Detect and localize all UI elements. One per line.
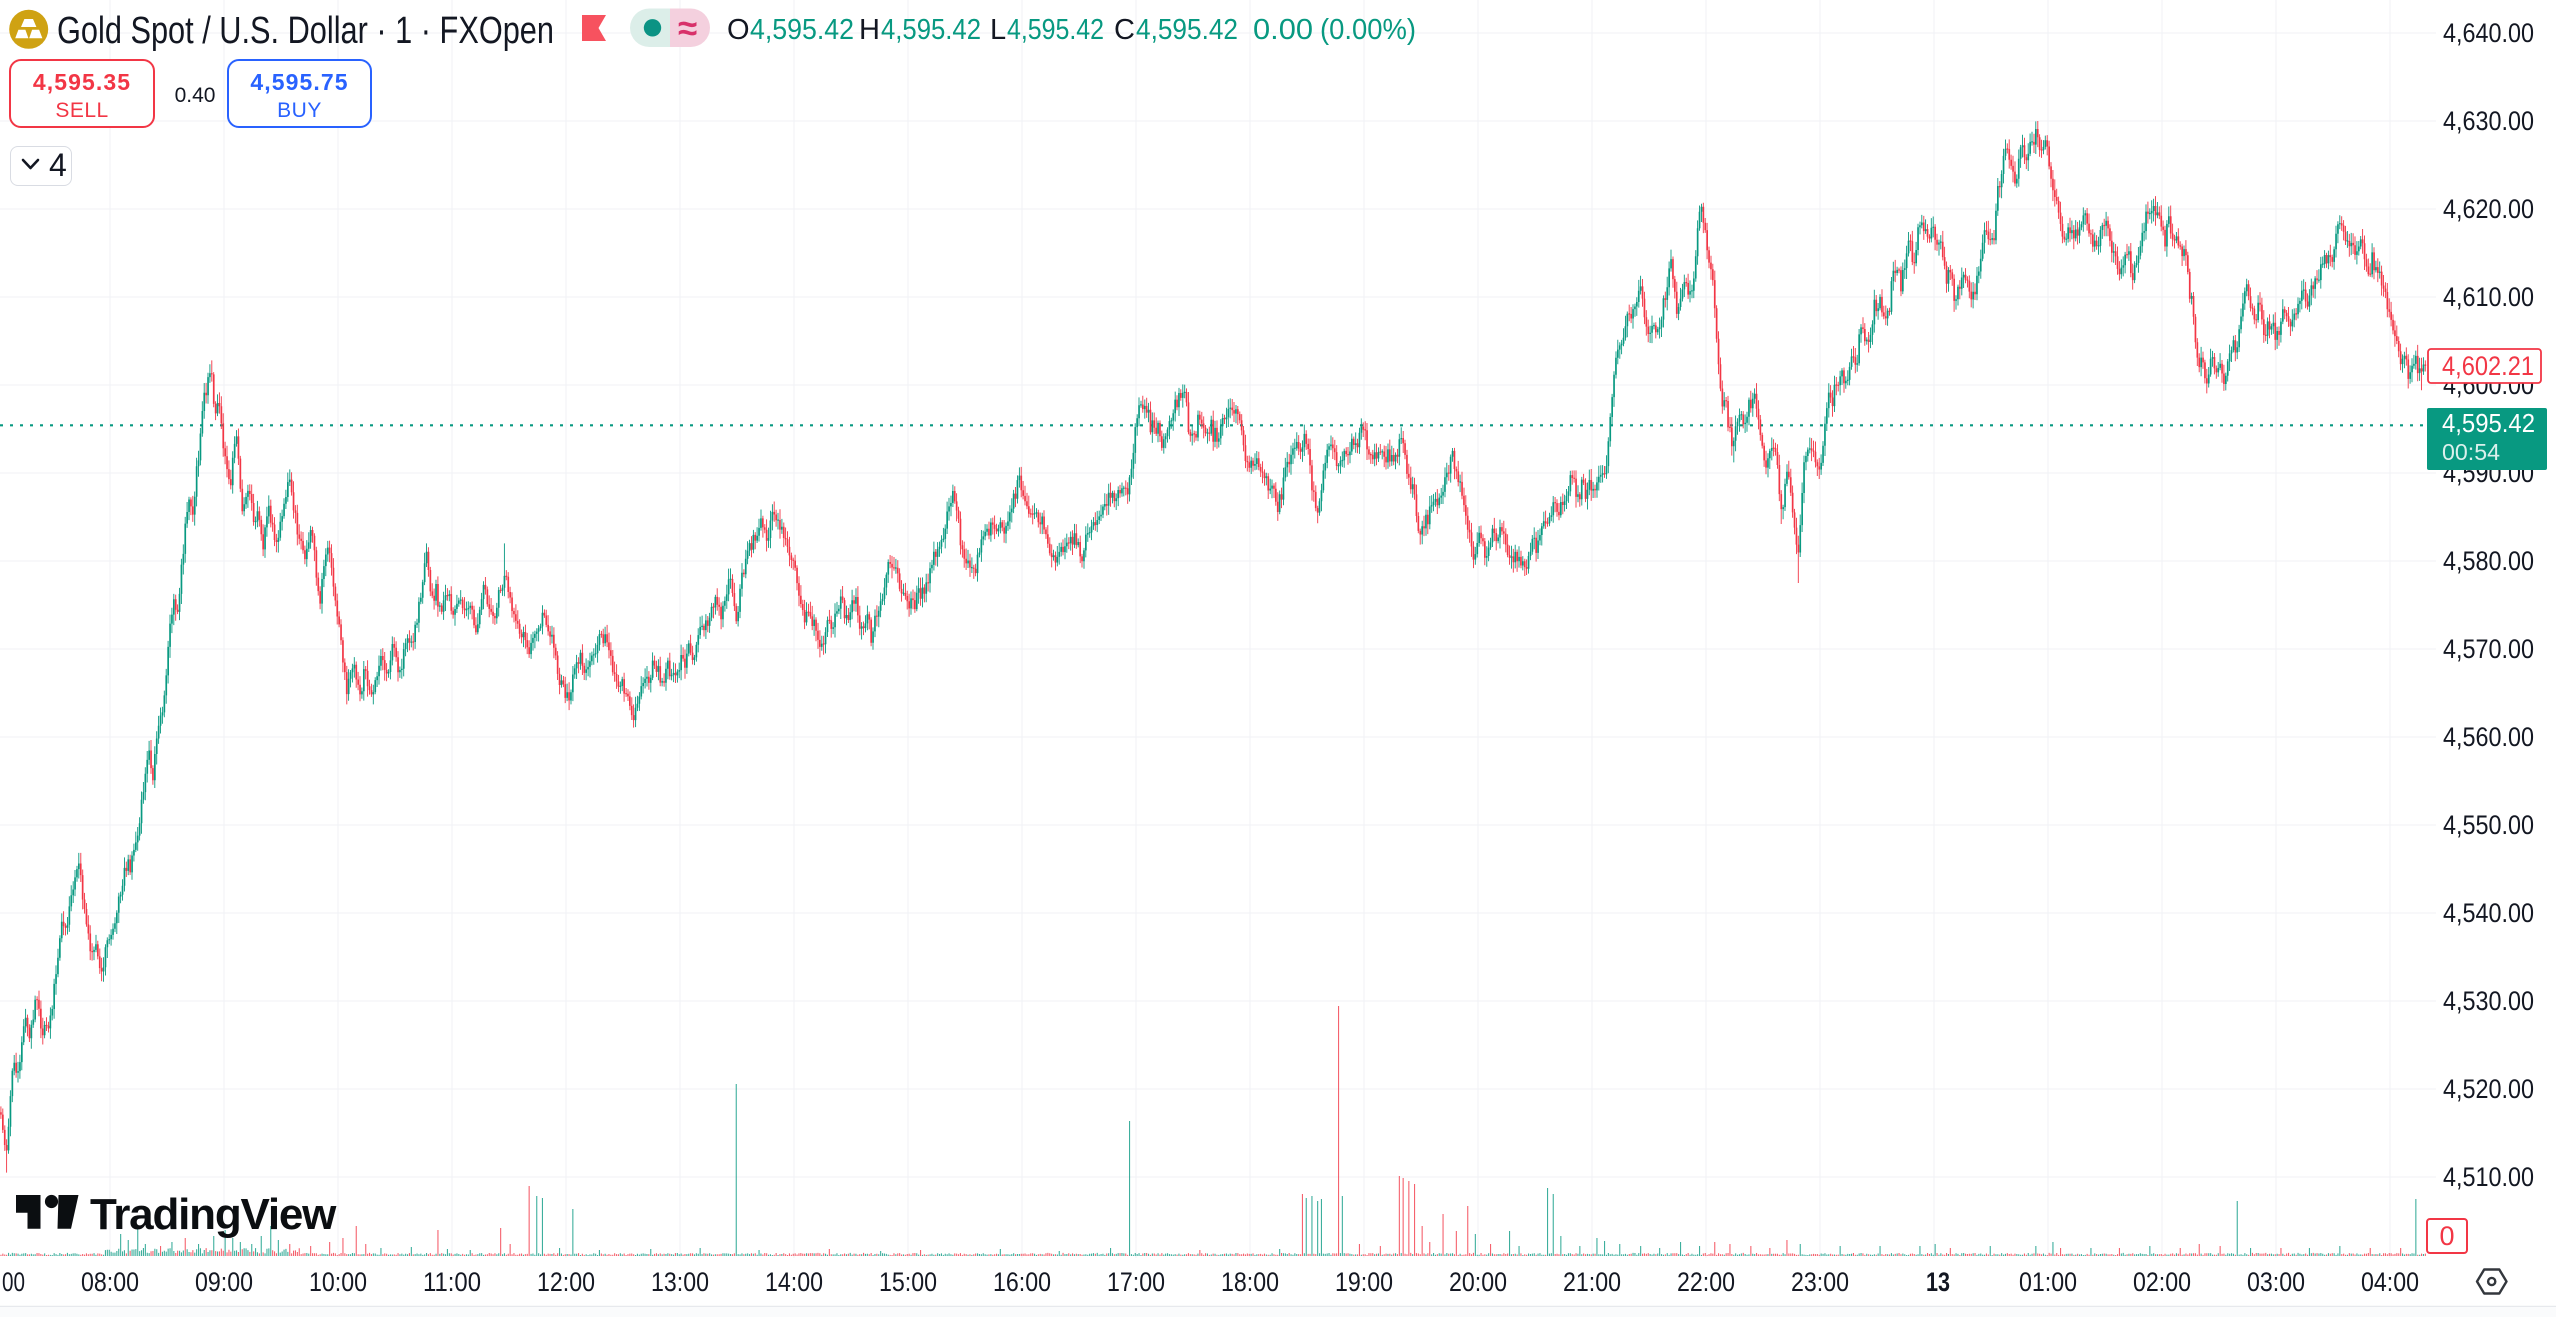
svg-text:17:00: 17:00 — [1107, 1267, 1165, 1297]
svg-text:4,595.42: 4,595.42 — [1136, 14, 1238, 46]
svg-text:03:00: 03:00 — [2247, 1267, 2305, 1297]
svg-text:11:00: 11:00 — [423, 1267, 481, 1297]
svg-text:C: C — [1114, 14, 1135, 46]
svg-text:4,640.00: 4,640.00 — [2443, 18, 2534, 48]
svg-text:02:00: 02:00 — [2133, 1267, 2191, 1297]
svg-text:09:00: 09:00 — [195, 1267, 253, 1297]
svg-text:13:00: 13:00 — [651, 1267, 709, 1297]
svg-text:18:00: 18:00 — [1221, 1267, 1279, 1297]
svg-text:12:00: 12:00 — [537, 1267, 595, 1297]
svg-text:4: 4 — [49, 147, 67, 183]
svg-text:01:00: 01:00 — [2019, 1267, 2077, 1297]
svg-text:4,610.00: 4,610.00 — [2443, 282, 2534, 312]
svg-text:4,520.00: 4,520.00 — [2443, 1074, 2534, 1104]
svg-text:4,550.00: 4,550.00 — [2443, 810, 2534, 840]
svg-text:0.00: 0.00 — [1253, 14, 1313, 46]
svg-text:4,630.00: 4,630.00 — [2443, 106, 2534, 136]
svg-text:21:00: 21:00 — [1563, 1267, 1621, 1297]
svg-text:4,580.00: 4,580.00 — [2443, 546, 2534, 576]
svg-text:4,530.00: 4,530.00 — [2443, 986, 2534, 1016]
svg-text:4,595.42: 4,595.42 — [881, 14, 981, 46]
svg-text:≈: ≈ — [678, 9, 697, 48]
svg-text:0: 0 — [2439, 1221, 2454, 1251]
svg-text:16:00: 16:00 — [993, 1267, 1051, 1297]
svg-text:19:00: 19:00 — [1335, 1267, 1393, 1297]
svg-text:O: O — [727, 14, 750, 46]
svg-text:4,595.42: 4,595.42 — [2442, 408, 2535, 438]
svg-text:14:00: 14:00 — [765, 1267, 823, 1297]
svg-text:4,560.00: 4,560.00 — [2443, 722, 2534, 752]
svg-text:4,595.42: 4,595.42 — [1007, 14, 1104, 46]
svg-text:H: H — [859, 14, 880, 46]
svg-text:04:00: 04:00 — [2361, 1267, 2419, 1297]
svg-text:4,570.00: 4,570.00 — [2443, 634, 2534, 664]
svg-text:20:00: 20:00 — [1449, 1267, 1507, 1297]
svg-text:4,510.00: 4,510.00 — [2443, 1162, 2534, 1192]
svg-text:4,540.00: 4,540.00 — [2443, 898, 2534, 928]
svg-text:23:00: 23:00 — [1791, 1267, 1849, 1297]
svg-text:4,602.21: 4,602.21 — [2442, 351, 2534, 381]
svg-text:00: 00 — [2, 1267, 25, 1297]
svg-text:Gold Spot / U.S. Dollar · 1 ·: Gold Spot / U.S. Dollar · 1 · FXOpen — [57, 10, 554, 52]
svg-text:(0.00%): (0.00%) — [1320, 14, 1416, 46]
svg-text:13: 13 — [1926, 1267, 1950, 1297]
svg-text:22:00: 22:00 — [1677, 1267, 1735, 1297]
svg-text:00:54: 00:54 — [2442, 439, 2500, 465]
svg-text:08:00: 08:00 — [81, 1267, 139, 1297]
svg-text:L: L — [990, 14, 1006, 46]
svg-text:10:00: 10:00 — [309, 1267, 367, 1297]
svg-text:4,620.00: 4,620.00 — [2443, 194, 2534, 224]
svg-text:TradingView: TradingView — [90, 1190, 337, 1239]
svg-text:15:00: 15:00 — [879, 1267, 937, 1297]
svg-text:4,595.42: 4,595.42 — [750, 14, 854, 46]
